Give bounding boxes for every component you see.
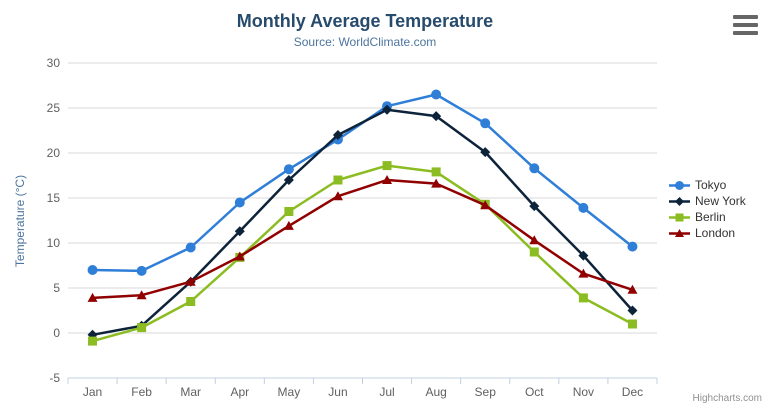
- data-point-marker[interactable]: [382, 175, 393, 184]
- data-point-marker[interactable]: [283, 175, 294, 185]
- legend-label-berlin: Berlin: [695, 210, 726, 224]
- legend-label-tokyo: Tokyo: [695, 178, 727, 192]
- data-point-marker[interactable]: [578, 293, 588, 303]
- data-point-marker[interactable]: [675, 213, 684, 221]
- y-axis-label: 20: [47, 146, 61, 160]
- data-point-marker[interactable]: [431, 167, 441, 177]
- data-point-marker[interactable]: [431, 89, 442, 100]
- credits-link[interactable]: Highcharts.com: [692, 393, 762, 404]
- data-point-marker[interactable]: [382, 161, 392, 171]
- chart-title: Monthly Average Temperature: [236, 11, 494, 31]
- x-axis-label: Nov: [573, 385, 594, 399]
- data-point-marker[interactable]: [332, 191, 343, 201]
- data-point-marker[interactable]: [675, 180, 684, 190]
- data-point-marker[interactable]: [283, 164, 294, 175]
- data-point-marker[interactable]: [185, 276, 196, 286]
- y-axis-label: 30: [47, 56, 61, 70]
- series-london[interactable]: [87, 175, 638, 302]
- data-point-marker[interactable]: [529, 247, 539, 257]
- data-point-marker[interactable]: [578, 202, 589, 213]
- data-point-marker[interactable]: [136, 265, 147, 276]
- tokyo-series-marker-icon: [669, 180, 690, 190]
- y-axis-label: 10: [47, 236, 61, 250]
- data-point-marker[interactable]: [283, 220, 294, 230]
- hamburger-icon: [733, 23, 758, 27]
- series-line: [91, 164, 634, 343]
- data-point-marker[interactable]: [675, 228, 684, 237]
- data-point-marker[interactable]: [382, 104, 393, 115]
- data-point-marker[interactable]: [431, 111, 442, 122]
- legend-item-new-york[interactable]: New York: [669, 193, 746, 209]
- export-menu-button[interactable]: [733, 15, 758, 35]
- chart-subtitle: Source: WorldClimate.com: [293, 35, 437, 49]
- data-point-marker[interactable]: [627, 241, 638, 252]
- x-axis-label: Apr: [230, 385, 249, 399]
- data-point-marker[interactable]: [186, 297, 196, 306]
- x-axis-label: Jun: [328, 385, 347, 399]
- data-point-marker[interactable]: [578, 268, 589, 278]
- series-line: [91, 108, 634, 337]
- y-axis-label: -5: [49, 371, 60, 385]
- data-point-marker[interactable]: [88, 336, 98, 346]
- y-axis-label: 15: [47, 191, 61, 205]
- series-line: [91, 93, 634, 273]
- data-point-marker[interactable]: [578, 250, 589, 261]
- data-point-marker[interactable]: [627, 305, 638, 316]
- legend-item-berlin[interactable]: Berlin: [669, 209, 746, 225]
- data-point-marker[interactable]: [480, 147, 491, 158]
- legend-item-london[interactable]: London: [669, 225, 746, 241]
- data-point-marker[interactable]: [529, 163, 540, 174]
- x-axis-label: Feb: [131, 385, 152, 399]
- series-tokyo[interactable]: [87, 89, 638, 276]
- data-point-marker[interactable]: [137, 323, 147, 333]
- data-point-marker[interactable]: [431, 178, 442, 188]
- data-point-marker[interactable]: [627, 319, 637, 329]
- x-axis-label: Oct: [525, 385, 544, 399]
- x-axis-label: May: [278, 385, 301, 399]
- x-axis-label: Jan: [83, 385, 102, 399]
- y-axis-label: 0: [53, 326, 60, 340]
- data-point-marker[interactable]: [234, 226, 245, 237]
- data-point-marker[interactable]: [332, 130, 343, 140]
- data-point-marker[interactable]: [529, 201, 540, 212]
- data-point-marker[interactable]: [627, 284, 638, 294]
- legend-item-tokyo[interactable]: Tokyo: [669, 177, 746, 193]
- data-point-marker[interactable]: [333, 175, 343, 185]
- london-series-marker-icon: [669, 228, 690, 237]
- berlin-series-marker-icon: [669, 213, 690, 221]
- y-axis-label: 5: [53, 281, 60, 295]
- series-new-york[interactable]: [87, 104, 638, 340]
- legend-label-london: London: [695, 226, 736, 240]
- x-axis-label: Sep: [475, 385, 497, 399]
- data-point-marker[interactable]: [87, 292, 98, 302]
- data-point-marker[interactable]: [87, 265, 98, 275]
- data-point-marker[interactable]: [136, 290, 147, 300]
- data-point-marker[interactable]: [234, 197, 245, 208]
- x-axis-label: Jul: [379, 385, 394, 399]
- hamburger-icon: [733, 31, 758, 35]
- data-point-marker[interactable]: [480, 118, 491, 129]
- data-point-marker[interactable]: [284, 207, 294, 216]
- legend: Tokyo New York Berlin London: [669, 177, 746, 241]
- series-line: [91, 178, 634, 300]
- new-york-series-marker-icon: [669, 196, 690, 206]
- x-axis-label: Aug: [425, 385, 446, 399]
- data-point-marker[interactable]: [675, 196, 684, 206]
- y-axis-label: 25: [47, 101, 61, 115]
- data-point-marker[interactable]: [234, 251, 245, 261]
- data-point-marker[interactable]: [185, 242, 196, 253]
- legend-label-new-york: New York: [695, 194, 746, 208]
- y-axis-title: Temperature (°C): [13, 174, 27, 268]
- hamburger-icon: [733, 15, 758, 19]
- x-axis-label: Dec: [622, 385, 643, 399]
- x-axis-label: Mar: [180, 385, 201, 399]
- data-point-marker[interactable]: [529, 235, 540, 245]
- data-point-marker[interactable]: [480, 200, 491, 210]
